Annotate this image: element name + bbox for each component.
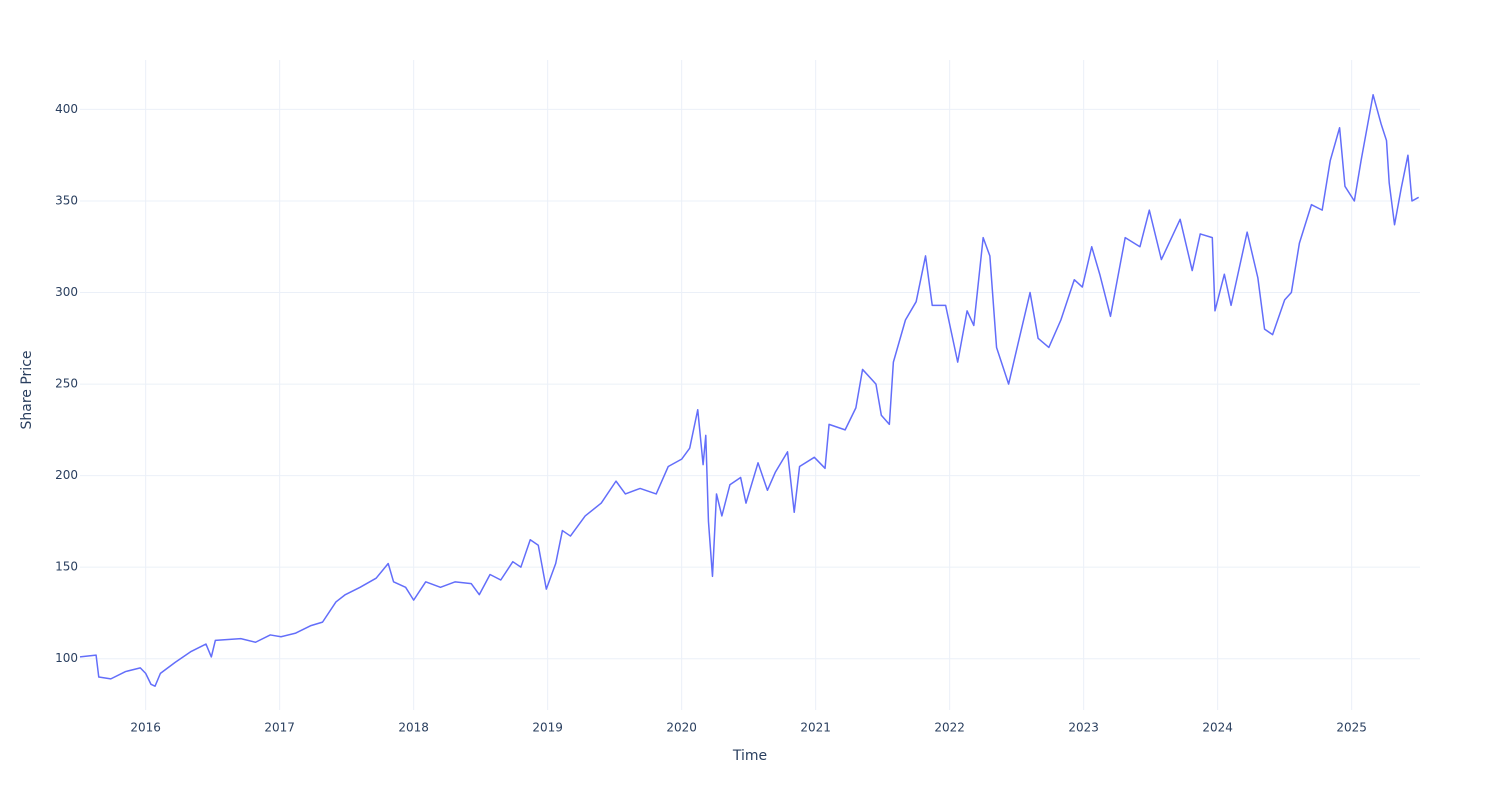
y-tick-label: 400 (55, 102, 78, 116)
y-tick-label: 150 (55, 560, 78, 574)
x-tick-label: 2019 (532, 721, 563, 735)
x-tick-label: 2022 (934, 721, 965, 735)
y-tick-label: 300 (55, 285, 78, 299)
x-tick-label: 2023 (1068, 721, 1099, 735)
x-tick-label: 2024 (1202, 721, 1233, 735)
x-tick-label: 2018 (398, 721, 429, 735)
x-tick-label: 2021 (800, 721, 831, 735)
y-tick-label: 100 (55, 651, 78, 665)
grid (80, 60, 1420, 710)
y-tick-label: 200 (55, 468, 78, 482)
x-tick-label: 2017 (264, 721, 295, 735)
x-tick-label: 2025 (1336, 721, 1367, 735)
x-axis-title: Time (732, 748, 767, 764)
price-line (79, 94, 1420, 687)
y-axis-title: Share Price (19, 350, 35, 429)
x-tick-label: 2016 (130, 721, 161, 735)
y-tick-label: 250 (55, 377, 78, 391)
x-tick-label: 2020 (666, 721, 697, 735)
y-tick-label: 350 (55, 193, 78, 207)
